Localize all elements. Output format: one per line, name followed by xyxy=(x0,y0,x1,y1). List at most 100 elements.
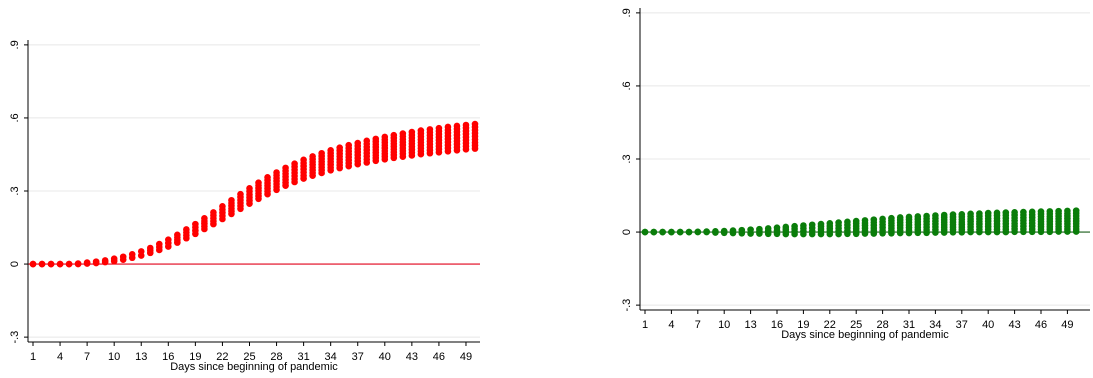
data-point xyxy=(399,130,407,137)
data-point xyxy=(183,226,190,233)
data-point xyxy=(237,190,244,198)
data-point xyxy=(896,214,904,221)
data-point xyxy=(47,260,55,268)
x-tick-label: 43 xyxy=(1008,319,1020,331)
data-point xyxy=(1055,207,1062,215)
y-tick-label: -.3 xyxy=(621,299,633,312)
data-point xyxy=(852,217,860,225)
data-point xyxy=(835,219,842,226)
data-point xyxy=(1064,207,1071,215)
y-tick-label: 0 xyxy=(9,261,21,267)
data-point xyxy=(879,215,886,223)
y-tick-label: 0 xyxy=(621,229,633,235)
data-point xyxy=(1002,209,1010,216)
data-point xyxy=(694,228,702,236)
data-point xyxy=(676,228,684,236)
data-point xyxy=(38,260,46,268)
x-axis-title: Days since beginning of pandemic xyxy=(781,329,949,341)
x-tick-label: 46 xyxy=(433,351,445,363)
data-point xyxy=(861,217,869,224)
data-point xyxy=(782,223,790,231)
data-point xyxy=(764,225,772,232)
x-tick-label: 10 xyxy=(718,319,730,331)
data-point xyxy=(246,185,253,192)
data-point xyxy=(773,224,781,231)
data-point xyxy=(264,174,271,181)
x-tick-label: 10 xyxy=(108,351,120,363)
data-point xyxy=(210,209,217,216)
data-point xyxy=(984,209,992,217)
data-point xyxy=(668,228,675,236)
data-point xyxy=(826,219,834,227)
data-point xyxy=(345,141,353,149)
x-tick-label: 16 xyxy=(771,319,783,331)
data-point xyxy=(914,213,922,220)
data-point xyxy=(363,137,371,145)
data-point xyxy=(817,220,825,228)
x-tick-label: 46 xyxy=(1035,319,1047,331)
data-point xyxy=(92,258,100,265)
data-point xyxy=(1020,208,1027,216)
x-tick-label: 37 xyxy=(352,351,364,363)
data-point xyxy=(923,212,930,220)
data-point xyxy=(444,123,452,131)
data-point xyxy=(219,203,226,210)
data-point xyxy=(1011,209,1018,216)
x-tick-label: 31 xyxy=(297,351,309,363)
data-point xyxy=(65,260,73,268)
data-point xyxy=(318,149,325,157)
data-point xyxy=(703,228,710,235)
data-point xyxy=(354,139,362,147)
data-point xyxy=(273,169,280,176)
data-point xyxy=(119,253,127,261)
x-tick-label: 28 xyxy=(876,319,888,331)
x-tick-label: 34 xyxy=(325,351,337,363)
x-tick-label: 40 xyxy=(982,319,994,331)
x-tick-label: 28 xyxy=(270,351,282,363)
data-point xyxy=(1037,208,1045,215)
data-point xyxy=(720,227,728,235)
chart-panel-left: -.3 0 .3 .6 .9 1 4 7 10 13 16 19 22 25 28 31 34 37 40 43 46 4… xyxy=(9,40,480,373)
data-point xyxy=(870,216,878,223)
x-tick-label: 7 xyxy=(695,319,701,331)
x-tick-label: 7 xyxy=(84,351,90,363)
x-axis-title: Days since beginning of pandemic xyxy=(170,361,338,373)
data-point xyxy=(738,226,746,234)
data-point xyxy=(435,124,443,132)
x-tick-label: 49 xyxy=(460,351,472,363)
data-point xyxy=(712,228,719,235)
chart-panel-right: -.3 0 .3 .6 .9 1 4 7 10 13 16 19 22 25 28 31 34 37 40 43 46 4… xyxy=(621,8,1090,341)
data-point xyxy=(453,122,461,130)
data-point xyxy=(844,218,851,226)
data-point xyxy=(174,231,181,239)
y-tick-label: -.3 xyxy=(9,331,21,344)
x-tick-label: 13 xyxy=(135,351,147,363)
x-tick-label: 13 xyxy=(744,319,756,331)
x-tick-label: 19 xyxy=(189,351,201,363)
data-point xyxy=(905,213,913,221)
x-tick-label: 19 xyxy=(797,319,809,331)
data-point xyxy=(165,236,172,244)
data-point xyxy=(685,228,693,236)
x-tick-label: 31 xyxy=(903,319,915,331)
data-point xyxy=(641,228,649,236)
data-point xyxy=(291,160,298,168)
data-point xyxy=(949,211,957,218)
data-point xyxy=(110,255,118,263)
y-tick-label: .3 xyxy=(9,186,21,195)
data-point xyxy=(958,210,966,218)
data-point xyxy=(155,240,163,248)
data-point xyxy=(101,257,109,264)
x-tick-label: 22 xyxy=(216,351,228,363)
data-point xyxy=(228,196,235,204)
data-point xyxy=(146,244,154,252)
x-tick-label: 49 xyxy=(1061,319,1073,331)
data-point xyxy=(650,228,658,236)
data-point xyxy=(791,222,798,230)
x-tick-label: 40 xyxy=(379,351,391,363)
data-point xyxy=(888,214,895,222)
x-tick-label: 4 xyxy=(668,319,674,331)
data-point xyxy=(1072,207,1080,214)
y-tick-label: .9 xyxy=(621,8,633,17)
data-point xyxy=(1046,208,1054,215)
